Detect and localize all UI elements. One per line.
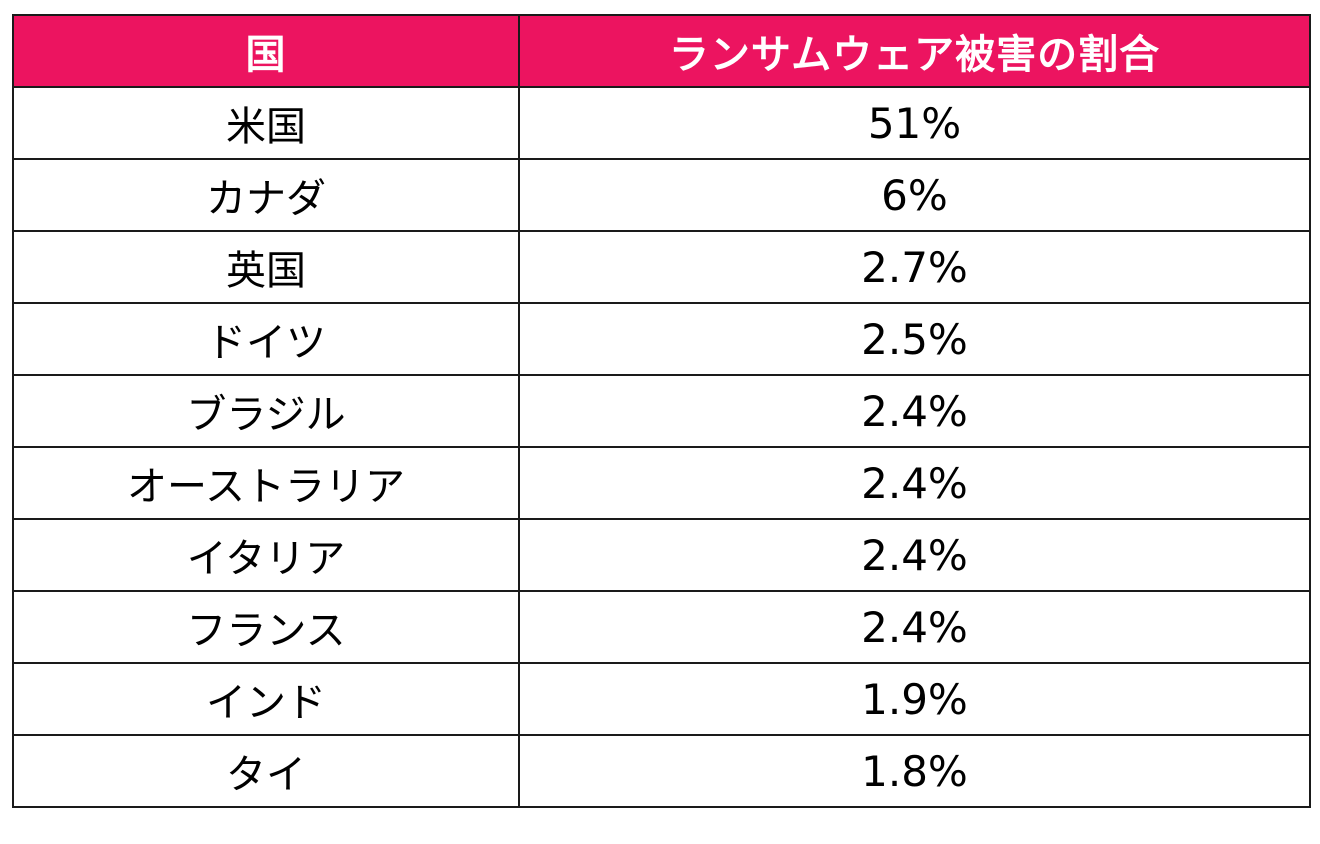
table-row: インド 1.9% xyxy=(12,662,1311,736)
table-row: ブラジル 2.4% xyxy=(12,374,1311,448)
table-row: オーストラリア 2.4% xyxy=(12,446,1311,520)
country-cell: 英国 xyxy=(12,230,520,304)
header-ratio: ランサムウェア被害の割合 xyxy=(518,14,1311,88)
country-cell: タイ xyxy=(12,734,520,808)
table-row: ドイツ 2.5% xyxy=(12,302,1311,376)
ratio-cell: 51% xyxy=(518,86,1311,160)
table-row: 米国 51% xyxy=(12,86,1311,160)
ransomware-damage-table: 国 ランサムウェア被害の割合 米国 51% カナダ 6% 英国 2.7% ドイツ… xyxy=(12,14,1311,808)
ransomware-table-container: 国 ランサムウェア被害の割合 米国 51% カナダ 6% 英国 2.7% ドイツ… xyxy=(12,14,1311,808)
ratio-cell: 2.7% xyxy=(518,230,1311,304)
table-row: 英国 2.7% xyxy=(12,230,1311,304)
country-cell: イタリア xyxy=(12,518,520,592)
table-row: タイ 1.8% xyxy=(12,734,1311,808)
ratio-cell: 2.5% xyxy=(518,302,1311,376)
table-row: イタリア 2.4% xyxy=(12,518,1311,592)
ratio-cell: 2.4% xyxy=(518,518,1311,592)
table-header-row: 国 ランサムウェア被害の割合 xyxy=(12,14,1311,88)
country-cell: ドイツ xyxy=(12,302,520,376)
ratio-cell: 1.8% xyxy=(518,734,1311,808)
country-cell: 米国 xyxy=(12,86,520,160)
ratio-cell: 6% xyxy=(518,158,1311,232)
ratio-cell: 1.9% xyxy=(518,662,1311,736)
ratio-cell: 2.4% xyxy=(518,374,1311,448)
table-row: フランス 2.4% xyxy=(12,590,1311,664)
ratio-cell: 2.4% xyxy=(518,590,1311,664)
ratio-cell: 2.4% xyxy=(518,446,1311,520)
header-country: 国 xyxy=(12,14,520,88)
country-cell: カナダ xyxy=(12,158,520,232)
country-cell: フランス xyxy=(12,590,520,664)
table-row: カナダ 6% xyxy=(12,158,1311,232)
country-cell: インド xyxy=(12,662,520,736)
country-cell: ブラジル xyxy=(12,374,520,448)
country-cell: オーストラリア xyxy=(12,446,520,520)
